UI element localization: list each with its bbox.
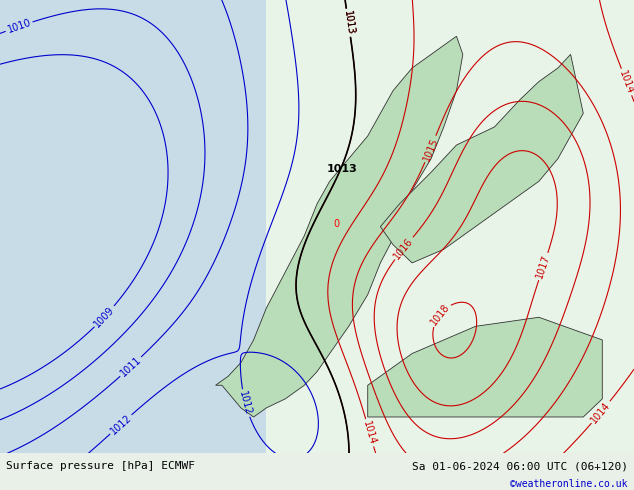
Text: Sa 01-06-2024 06:00 UTC (06+120): Sa 01-06-2024 06:00 UTC (06+120) <box>411 461 628 471</box>
Text: 1013: 1013 <box>342 10 355 36</box>
Text: 1018: 1018 <box>429 302 451 327</box>
Text: 1014: 1014 <box>589 400 612 425</box>
Text: 1017: 1017 <box>534 253 552 280</box>
Text: 1013: 1013 <box>342 10 355 36</box>
Text: 0: 0 <box>333 219 339 229</box>
Text: 1013: 1013 <box>327 164 358 174</box>
Text: 1014: 1014 <box>361 419 378 446</box>
Text: 1012: 1012 <box>108 413 133 436</box>
Text: ©weatheronline.co.uk: ©weatheronline.co.uk <box>510 480 628 490</box>
Text: 1010: 1010 <box>6 18 32 35</box>
Text: 1015: 1015 <box>421 136 440 162</box>
Text: 1012: 1012 <box>238 390 254 416</box>
FancyBboxPatch shape <box>0 0 266 453</box>
Text: 1011: 1011 <box>119 355 143 379</box>
Polygon shape <box>380 54 583 263</box>
Text: Surface pressure [hPa] ECMWF: Surface pressure [hPa] ECMWF <box>6 461 195 471</box>
Text: 1016: 1016 <box>392 236 415 261</box>
Polygon shape <box>368 318 602 417</box>
Text: 1014: 1014 <box>618 69 634 95</box>
Polygon shape <box>216 36 463 417</box>
Text: 1009: 1009 <box>93 304 117 329</box>
